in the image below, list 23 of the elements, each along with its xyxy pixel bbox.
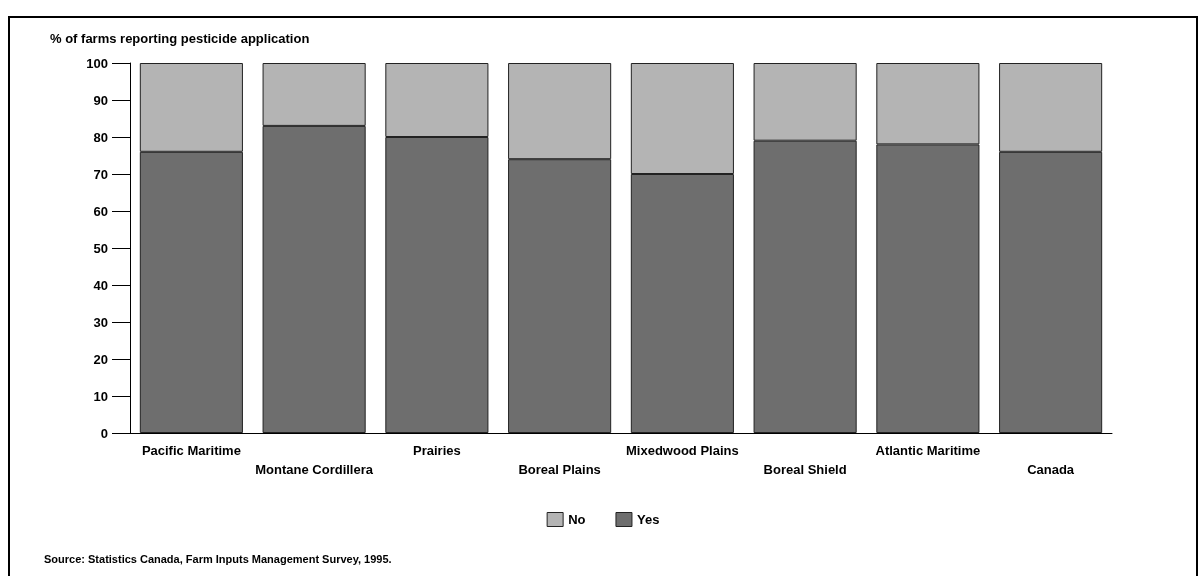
y-tick-label: 10 [93,388,108,404]
y-tick-label: 20 [93,351,108,367]
x-tick-label: Prairies [413,443,461,458]
legend-label: No [568,512,586,527]
x-tick-label: Pacific Maritime [141,443,241,458]
x-tick-label: Mixedwood Plains [626,443,739,458]
y-tick-label: 0 [100,425,108,441]
x-tick-label: Canada [1027,462,1075,477]
y-tick-label: 70 [93,166,108,182]
y-axis-title: % of farms reporting pesticide application [50,31,310,46]
y-tick-label: 100 [86,55,108,71]
y-tick-label: 80 [93,129,108,145]
x-tick-label: Montane Cordillera [255,462,374,477]
source-note: Source: Statistics Canada, Farm Inputs Management Survey, 1995. [44,552,392,565]
y-tick-label: 40 [93,277,108,293]
x-tick-label: Boreal Plains [518,462,601,477]
x-tick-label: Atlantic Maritime [875,443,981,458]
y-tick-label: 50 [93,240,108,256]
y-tick-label: 30 [93,314,108,330]
y-tick-label: 60 [93,203,108,219]
x-tick-label: Boreal Shield [763,462,847,477]
y-tick-label: 90 [93,92,108,108]
legend-label: Yes [636,512,660,527]
